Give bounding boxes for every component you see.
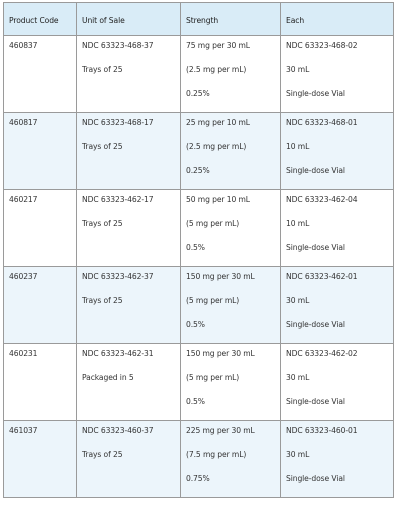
strength-line: (2.5 mg per mL) [186,142,247,151]
strength-line: 75 mg per 30 mL [186,41,250,50]
table-row: 460817 NDC 63323-468-17 Trays of 25 25 mg p… [3,112,394,190]
strength-line: 25 mg per 10 mL [186,118,250,127]
each-line: 30 mL [286,65,310,74]
table-header: Product Code Unit of Sale Strength Each [3,2,394,36]
strength-cell: 225 mg per 30 mL (7.5 mg per mL) 0.75% [180,420,281,498]
unit-of-sale-line: Trays of 25 [82,296,123,305]
each-cell: NDC 63323-468-02 30 mL Single-dose Vial [280,35,394,113]
each-line: NDC 63323-462-01 [286,272,358,281]
unit-of-sale-line: NDC 63323-462-17 [82,195,154,204]
table-row: 460237 NDC 63323-462-37 Trays of 25 150 mg … [3,266,394,344]
unit-of-sale-line: NDC 63323-468-17 [82,118,154,127]
header-product-code: Product Code [3,2,77,36]
each-line: NDC 63323-462-02 [286,349,358,358]
unit-of-sale-line: NDC 63323-460-37 [82,426,154,435]
unit-of-sale-line: NDC 63323-468-37 [82,41,154,50]
each-line: Single-dose Vial [286,166,345,175]
table-row: 460837 NDC 63323-468-37 Trays of 25 75 mg p… [3,35,394,113]
product-code-cell: 460217 [3,189,77,267]
table-row: 460231 NDC 63323-462-31 Packaged in 5 150 m… [3,343,394,421]
product-table-container: Product Code Unit of Sale Strength Each … [3,2,394,498]
strength-cell: 50 mg per 10 mL (5 mg per mL) 0.5% [180,189,281,267]
unit-of-sale-line: Trays of 25 [82,142,123,151]
product-code-cell: 460817 [3,112,77,190]
each-line: NDC 63323-468-01 [286,118,358,127]
each-cell: NDC 63323-460-01 30 mL Single-dose Vial [280,420,394,498]
unit-of-sale-cell: NDC 63323-462-31 Packaged in 5 [76,343,181,421]
strength-line: (5 mg per mL) [186,219,240,228]
unit-of-sale-cell: NDC 63323-460-37 Trays of 25 [76,420,181,498]
product-code-cell: 461037 [3,420,77,498]
unit-of-sale-line: Trays of 25 [82,219,123,228]
product-code-cell: 460837 [3,35,77,113]
each-line: 30 mL [286,296,310,305]
each-line: NDC 63323-468-02 [286,41,358,50]
strength-cell: 150 mg per 30 mL (5 mg per mL) 0.5% [180,266,281,344]
each-line: NDC 63323-460-01 [286,426,358,435]
strength-line: 0.75% [186,474,210,483]
unit-of-sale-line: NDC 63323-462-31 [82,349,154,358]
strength-line: 0.25% [186,89,210,98]
strength-line: (5 mg per mL) [186,373,240,382]
unit-of-sale-line: Packaged in 5 [82,373,134,382]
strength-cell: 25 mg per 10 mL (2.5 mg per mL) 0.25% [180,112,281,190]
unit-of-sale-cell: NDC 63323-468-37 Trays of 25 [76,35,181,113]
each-line: 10 mL [286,219,310,228]
unit-of-sale-line: Trays of 25 [82,450,123,459]
unit-of-sale-cell: NDC 63323-468-17 Trays of 25 [76,112,181,190]
strength-line: 0.5% [186,320,205,329]
strength-line: (2.5 mg per mL) [186,65,247,74]
strength-line: 225 mg per 30 mL [186,426,255,435]
strength-cell: 75 mg per 30 mL (2.5 mg per mL) 0.25% [180,35,281,113]
table-row: 461037 NDC 63323-460-37 Trays of 25 225 mg … [3,420,394,498]
table-row: 460217 NDC 63323-462-17 Trays of 25 50 mg p… [3,189,394,267]
product-code-cell: 460237 [3,266,77,344]
strength-cell: 150 mg per 30 mL (5 mg per mL) 0.5% [180,343,281,421]
header-each: Each [280,2,394,36]
each-line: Single-dose Vial [286,89,345,98]
unit-of-sale-line: NDC 63323-462-37 [82,272,154,281]
strength-line: 150 mg per 30 mL [186,272,255,281]
each-line: Single-dose Vial [286,243,345,252]
each-cell: NDC 63323-468-01 10 mL Single-dose Vial [280,112,394,190]
unit-of-sale-cell: NDC 63323-462-17 Trays of 25 [76,189,181,267]
each-line: Single-dose Vial [286,320,345,329]
product-code-line: 460217 [9,195,38,204]
header-row: Product Code Unit of Sale Strength Each [3,2,394,36]
each-line: Single-dose Vial [286,474,345,483]
each-cell: NDC 63323-462-02 30 mL Single-dose Vial [280,343,394,421]
strength-line: 0.5% [186,243,205,252]
strength-line: (5 mg per mL) [186,296,240,305]
each-line: Single-dose Vial [286,397,345,406]
each-cell: NDC 63323-462-01 30 mL Single-dose Vial [280,266,394,344]
product-code-line: 460237 [9,272,38,281]
product-table: Product Code Unit of Sale Strength Each … [3,2,394,498]
unit-of-sale-line: Trays of 25 [82,65,123,74]
header-unit-of-sale: Unit of Sale [76,2,181,36]
strength-line: 50 mg per 10 mL [186,195,250,204]
product-code-line: 460231 [9,349,38,358]
each-line: NDC 63323-462-04 [286,195,358,204]
each-line: 30 mL [286,450,310,459]
each-cell: NDC 63323-462-04 10 mL Single-dose Vial [280,189,394,267]
strength-line: 150 mg per 30 mL [186,349,255,358]
product-code-line: 460817 [9,118,38,127]
each-line: 10 mL [286,142,310,151]
header-strength: Strength [180,2,281,36]
each-line: 30 mL [286,373,310,382]
strength-line: 0.5% [186,397,205,406]
strength-line: (7.5 mg per mL) [186,450,247,459]
product-code-line: 460837 [9,41,38,50]
strength-line: 0.25% [186,166,210,175]
table-body: 460837 NDC 63323-468-37 Trays of 25 75 mg p… [3,35,394,498]
product-code-cell: 460231 [3,343,77,421]
product-code-line: 461037 [9,426,38,435]
unit-of-sale-cell: NDC 63323-462-37 Trays of 25 [76,266,181,344]
